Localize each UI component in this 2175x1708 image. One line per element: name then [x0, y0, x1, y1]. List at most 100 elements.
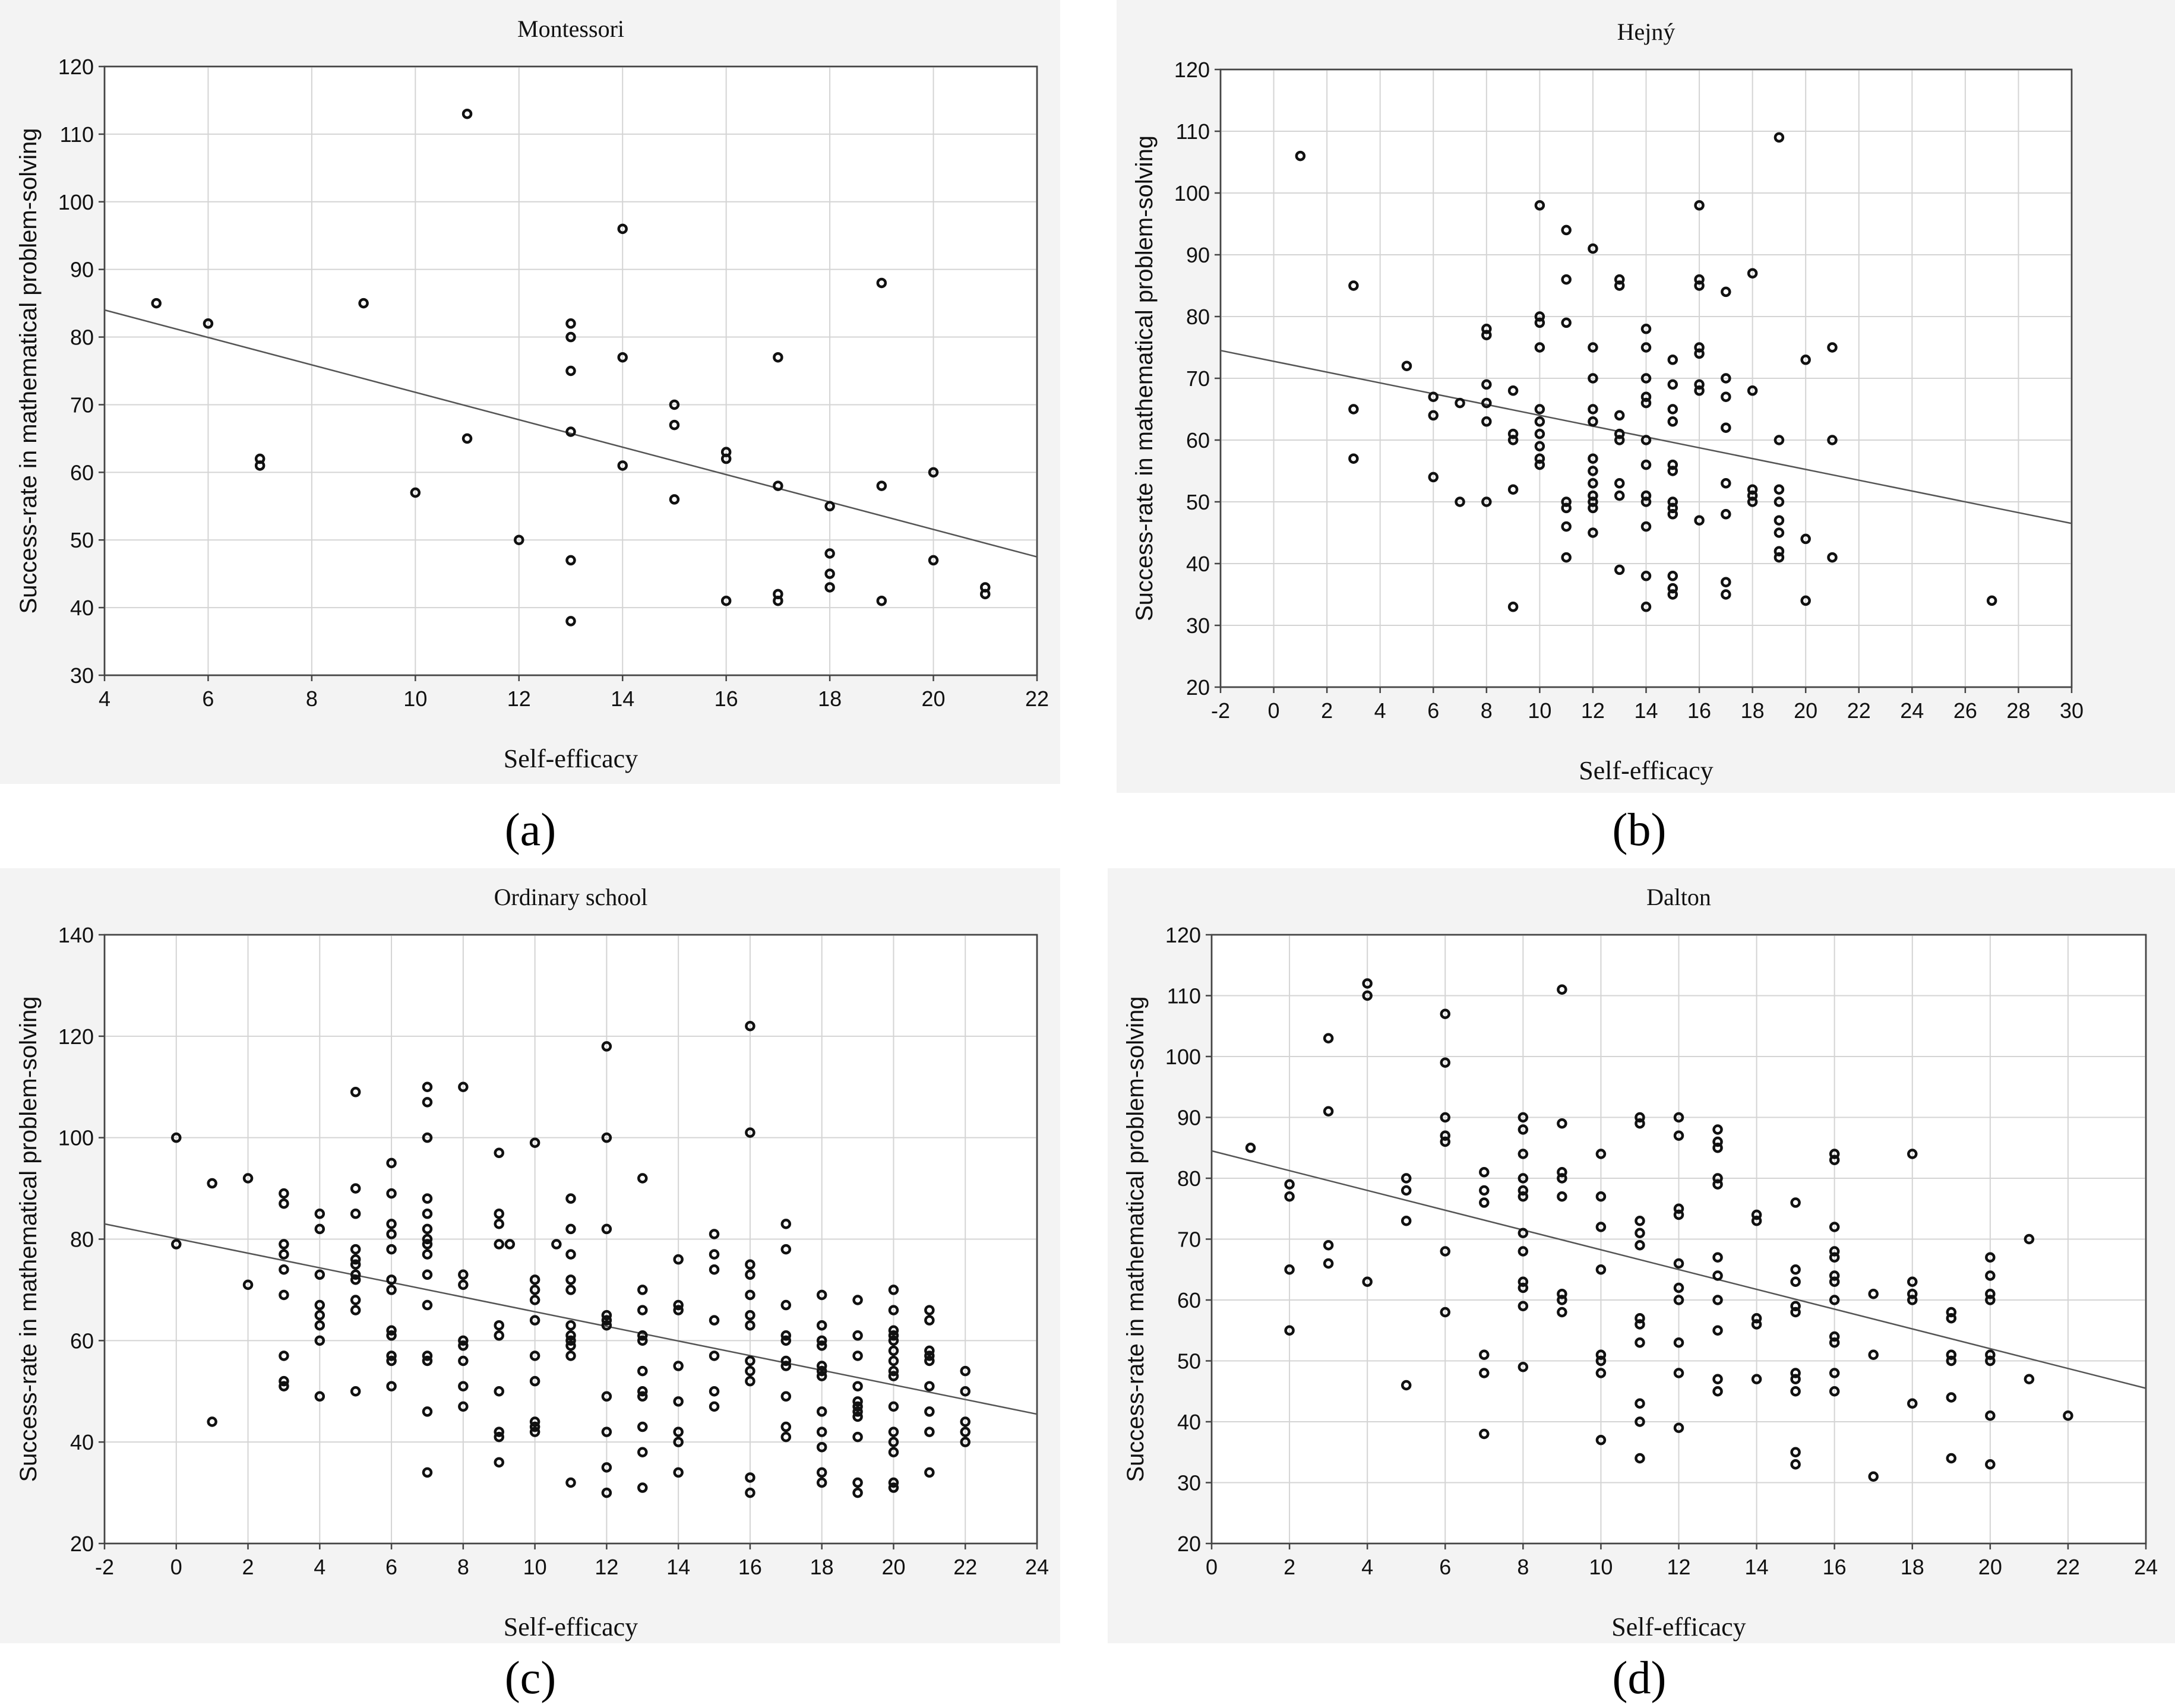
data-point [422, 1406, 433, 1417]
data-point [358, 298, 369, 309]
data-point [1481, 496, 1492, 507]
x-tick-label: 0 [1268, 698, 1280, 723]
data-point [1588, 404, 1598, 415]
data-point [1747, 490, 1758, 501]
data-point [709, 1401, 720, 1412]
data-point [1635, 1112, 1645, 1123]
data-point [529, 1421, 540, 1432]
data-point [1614, 428, 1625, 439]
data-point [1985, 1295, 1996, 1305]
data-point [514, 534, 524, 545]
data-point [601, 1320, 612, 1331]
data-point [1518, 1301, 1529, 1311]
data-point [852, 1396, 863, 1407]
data-point [1588, 478, 1598, 489]
data-point [1907, 1289, 1918, 1299]
y-tick-label: 100 [58, 1126, 94, 1150]
data-point [1595, 1435, 1607, 1446]
data-point [1595, 1222, 1607, 1232]
data-point [350, 1386, 361, 1397]
data-point [1773, 515, 1785, 526]
data-point [745, 1289, 755, 1301]
data-point [1721, 589, 1731, 600]
data-point [551, 1239, 562, 1250]
data-point [669, 419, 680, 431]
data-point [601, 1487, 612, 1498]
y-tick-label: 30 [1186, 613, 1210, 638]
data-point [816, 1467, 827, 1478]
data-point [1712, 1173, 1723, 1184]
data-point [1829, 1276, 1840, 1287]
data-point [1694, 274, 1705, 285]
data-point [816, 1289, 827, 1301]
y-tick-label: 20 [1177, 1532, 1201, 1556]
x-tick-label: 10 [1589, 1555, 1613, 1579]
data-point [565, 555, 576, 566]
data-point [422, 1209, 433, 1219]
data-point [494, 1431, 504, 1443]
data-point [1534, 428, 1545, 439]
data-point [1635, 1216, 1645, 1226]
data-point [1985, 1252, 1996, 1263]
data-point [960, 1365, 970, 1377]
data-point [422, 1081, 433, 1092]
data-point [151, 298, 162, 309]
y-tick-label: 40 [70, 1430, 94, 1454]
x-tick-label: 12 [595, 1555, 618, 1579]
data-point [888, 1285, 899, 1295]
x-tick-label: 4 [314, 1555, 325, 1579]
y-axis-label: Success-rate in mathematical problem-sol… [15, 996, 42, 1482]
data-point [1673, 1295, 1684, 1305]
x-tick-label: 6 [1439, 1555, 1451, 1579]
y-tick-label: 70 [1177, 1228, 1201, 1252]
data-point [888, 1437, 899, 1447]
data-point [1595, 1149, 1607, 1159]
data-point [669, 494, 680, 505]
data-point [1518, 1282, 1529, 1293]
data-point [1829, 1222, 1840, 1232]
data-point [1284, 1191, 1295, 1202]
data-point [458, 1355, 469, 1367]
regression-line [1211, 1150, 2146, 1389]
x-axis-label: Self-efficacy [1611, 1612, 1746, 1641]
y-tick-label: 110 [1176, 119, 1210, 144]
data-point [816, 1441, 827, 1453]
data-point [1667, 459, 1678, 470]
data-point [279, 1350, 289, 1361]
data-point [780, 1219, 792, 1229]
x-tick-label: 12 [1667, 1555, 1690, 1579]
data-point [824, 582, 835, 593]
data-point [1635, 1240, 1645, 1251]
x-tick-label: 8 [306, 687, 318, 711]
x-tick-label: 2 [242, 1555, 254, 1579]
data-point [1829, 1337, 1840, 1348]
data-point [1588, 342, 1598, 353]
data-point [673, 1427, 684, 1437]
data-point [637, 1365, 648, 1377]
data-point [529, 1315, 540, 1326]
data-point [1561, 552, 1572, 563]
data-point [1827, 435, 1838, 445]
data-point [1640, 397, 1652, 409]
y-tick-label: 70 [1186, 366, 1210, 391]
regression-line [104, 1223, 1038, 1415]
data-point [279, 1198, 289, 1209]
data-point [1534, 200, 1545, 211]
data-point [888, 1477, 899, 1488]
data-point [350, 1244, 361, 1255]
data-point [1561, 274, 1572, 285]
data-point [1440, 1136, 1450, 1147]
data-point [1479, 1349, 1490, 1360]
data-point [816, 1361, 827, 1371]
data-point [924, 1355, 935, 1367]
y-tick-label: 50 [1186, 490, 1210, 514]
data-point [207, 1416, 217, 1427]
x-tick-label: 6 [1427, 698, 1439, 723]
data-point [1673, 1422, 1684, 1433]
data-point [745, 1269, 755, 1280]
data-point [888, 1427, 899, 1437]
data-point [780, 1361, 792, 1371]
data-point [1614, 274, 1625, 285]
y-tick-label: 60 [70, 1329, 94, 1353]
